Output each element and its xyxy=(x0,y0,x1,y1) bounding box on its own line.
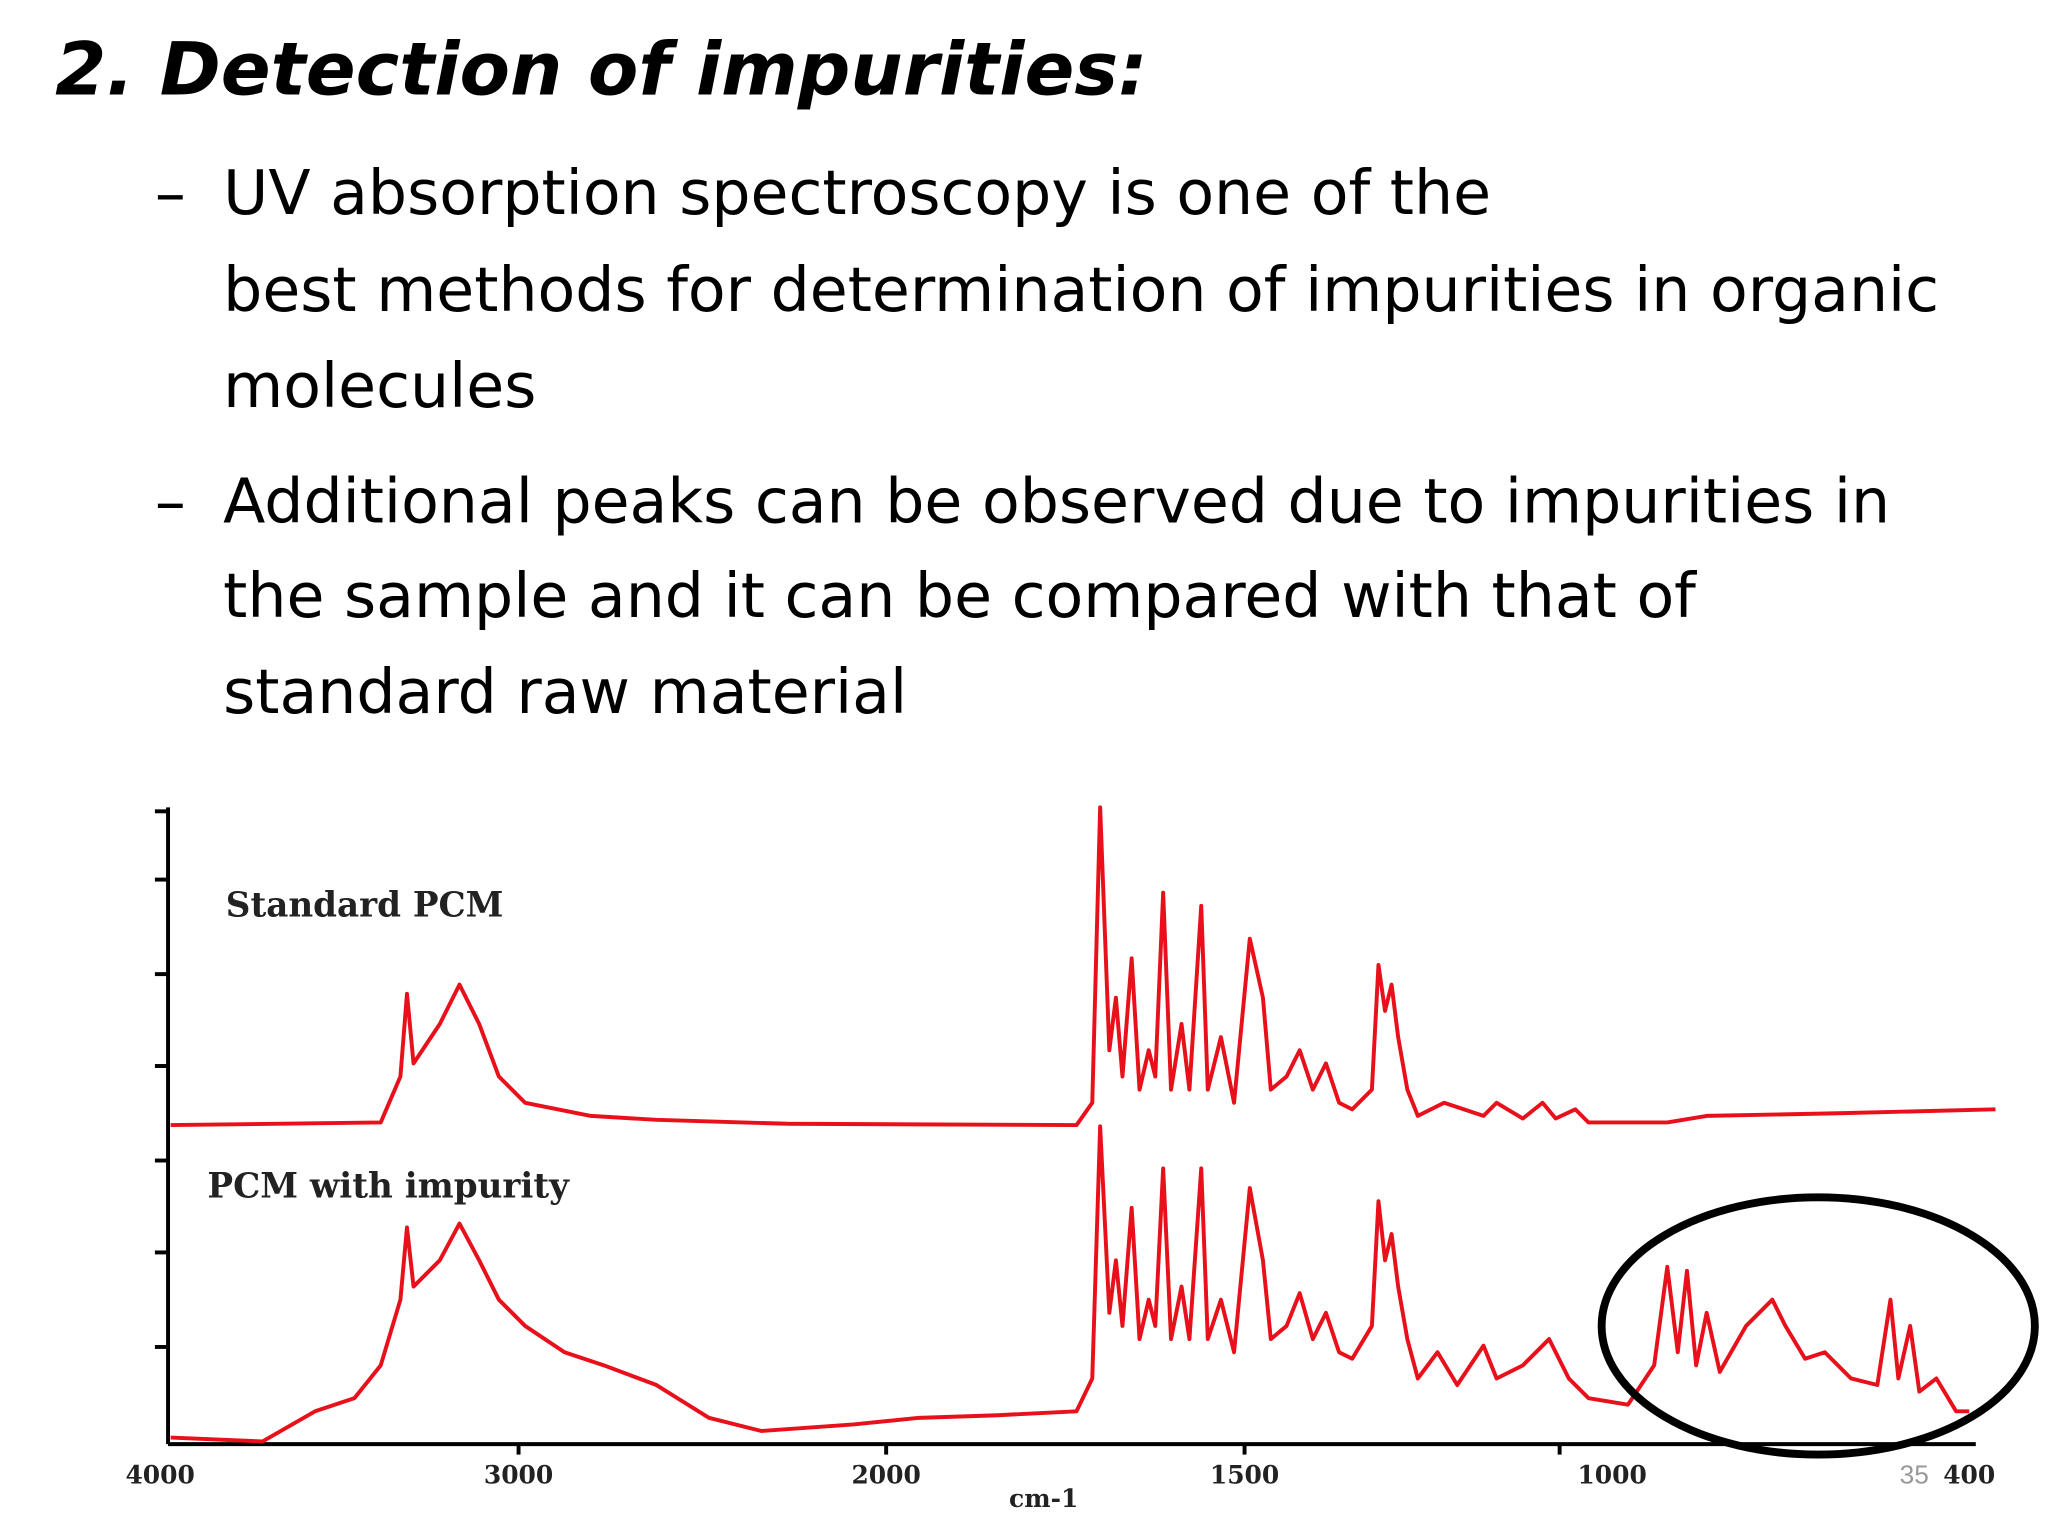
x-tick-label: 2000 xyxy=(851,1460,920,1489)
bullet-line: the sample and it can be compared with t… xyxy=(223,560,1697,632)
bullet-list: – UV absorption spectroscopy is one of t… xyxy=(155,157,1939,728)
spectrum-figure: Standard PCM PCM with impurity 4000 3000… xyxy=(125,805,2039,1513)
highlight-circle xyxy=(1597,1193,2039,1459)
bullet-line: best methods for determination of impuri… xyxy=(223,254,1939,326)
x-axis-label: cm-1 xyxy=(1009,1484,1078,1513)
impurity-spectrum xyxy=(170,1124,1970,1444)
x-tick-label: 400 xyxy=(1943,1460,1995,1489)
bullet-marker: – xyxy=(155,466,186,538)
x-tick-label: 1000 xyxy=(1577,1460,1646,1489)
page-number: 35 xyxy=(1900,1459,1929,1489)
bullet-marker: – xyxy=(155,157,186,229)
x-tick-label: 4000 xyxy=(125,1460,194,1489)
series-label: Standard PCM xyxy=(226,885,504,925)
x-tick-label: 1500 xyxy=(1210,1460,1279,1489)
y-axis-ticks xyxy=(154,809,169,1349)
x-tick-label: 3000 xyxy=(484,1460,553,1489)
bullet-line: molecules xyxy=(223,350,536,422)
bullet-line: UV absorption spectroscopy is one of the xyxy=(223,157,1491,229)
standard-spectrum xyxy=(170,805,1996,1128)
slide-title: 2. Detection of impurities: xyxy=(55,28,1147,113)
x-axis-ticks xyxy=(516,1444,1562,1455)
bullet-line: standard raw material xyxy=(223,656,907,728)
bullet-line: Additional peaks can be observed due to … xyxy=(223,466,1890,538)
series-label: PCM with impurity xyxy=(207,1166,570,1206)
